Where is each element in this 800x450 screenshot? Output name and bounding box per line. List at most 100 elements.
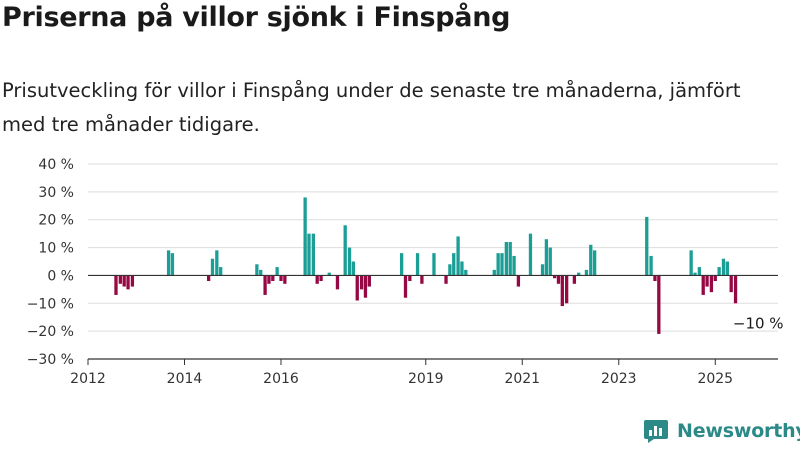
newsworthy-logo-icon [644, 420, 668, 443]
bar [725, 261, 729, 276]
bar [733, 275, 738, 304]
x-tick-label: 2023 [601, 371, 637, 387]
bar [653, 275, 657, 281]
grid-lines [88, 163, 778, 360]
bar [516, 275, 521, 287]
x-tick-label: 2016 [263, 371, 299, 387]
bar [584, 269, 589, 276]
bar [275, 267, 279, 276]
bar [415, 253, 420, 276]
bar [657, 275, 661, 334]
bar [319, 275, 323, 281]
bar [307, 233, 311, 276]
bar [448, 264, 452, 276]
bar [729, 275, 733, 293]
y-tick-label: 20 % [38, 213, 74, 229]
bar [492, 269, 496, 276]
bar [327, 272, 331, 276]
bar [548, 247, 552, 276]
x-tick-label: 2014 [167, 371, 203, 387]
bar [267, 275, 271, 284]
y-tick-label: 0 % [47, 268, 74, 284]
bar [589, 244, 593, 276]
bar [283, 275, 287, 284]
x-tick-label: 2021 [504, 371, 540, 387]
bar [512, 255, 516, 276]
bar [279, 275, 283, 281]
bar [335, 275, 340, 290]
bar [693, 272, 697, 276]
bar [456, 236, 460, 276]
y-tick-label: −20 % [27, 324, 74, 340]
bar [351, 261, 356, 276]
bar [170, 253, 175, 276]
bar [560, 275, 564, 307]
bar [271, 275, 275, 281]
bar [705, 275, 709, 287]
bar [311, 233, 315, 276]
x-tick-label: 2019 [408, 371, 444, 387]
bar [528, 233, 533, 276]
bar [592, 250, 597, 276]
chart-title: Priserna på villor sjönk i Finspång [2, 2, 511, 33]
bar [460, 261, 464, 276]
y-tick-label: 30 % [38, 185, 74, 201]
y-tick-label: 10 % [38, 241, 74, 257]
bar [263, 275, 267, 295]
bar [122, 275, 126, 287]
bar [408, 275, 412, 281]
bar [118, 275, 122, 284]
bar [303, 197, 307, 276]
bar [355, 275, 359, 301]
bar [544, 239, 549, 276]
bar [126, 275, 130, 290]
bar [210, 258, 215, 276]
bar [432, 253, 436, 276]
bar [556, 275, 561, 284]
bar [464, 269, 468, 276]
bar [347, 247, 352, 276]
bar [219, 267, 223, 276]
axes [87, 274, 778, 365]
bar [721, 258, 726, 276]
bar [166, 250, 171, 276]
y-tick-label: 40 % [38, 157, 74, 173]
bar [508, 242, 512, 276]
bar [717, 267, 721, 276]
bar [114, 275, 118, 295]
bar [399, 253, 404, 276]
bar [565, 275, 569, 304]
bar [572, 275, 577, 284]
x-tick-label: 2012 [70, 371, 106, 387]
bar [363, 275, 368, 298]
bar [315, 275, 319, 284]
bar [130, 275, 135, 287]
x-tick-label: 2025 [697, 371, 733, 387]
chart-subtitle: Prisutveckling för villor i Finspång und… [2, 79, 741, 136]
bar [259, 269, 263, 276]
bar [343, 225, 347, 276]
bar [255, 264, 259, 276]
brand-name: Newsworthy [677, 420, 800, 442]
bar [577, 272, 581, 276]
bar [645, 216, 649, 276]
bar [649, 255, 653, 276]
bar [444, 275, 448, 284]
y-tick-label: −10 % [27, 296, 74, 312]
bar [701, 275, 705, 295]
bar [504, 242, 508, 276]
bar [540, 264, 545, 276]
y-tick-label: −30 % [27, 352, 74, 368]
bar [713, 275, 717, 281]
bar [215, 250, 219, 276]
bar [403, 275, 408, 298]
bar [367, 275, 371, 287]
bar [709, 275, 714, 293]
brand: Newsworthy [643, 418, 800, 444]
tick-labels: −30 % −20 % −10 % 0 % 10 % 20 % 30 % 40 % 2012 20… [27, 157, 784, 387]
bar [500, 253, 504, 276]
bar [689, 250, 693, 276]
latest-value-label: −10 % [733, 314, 784, 332]
bar [552, 275, 557, 279]
bar [420, 275, 424, 284]
